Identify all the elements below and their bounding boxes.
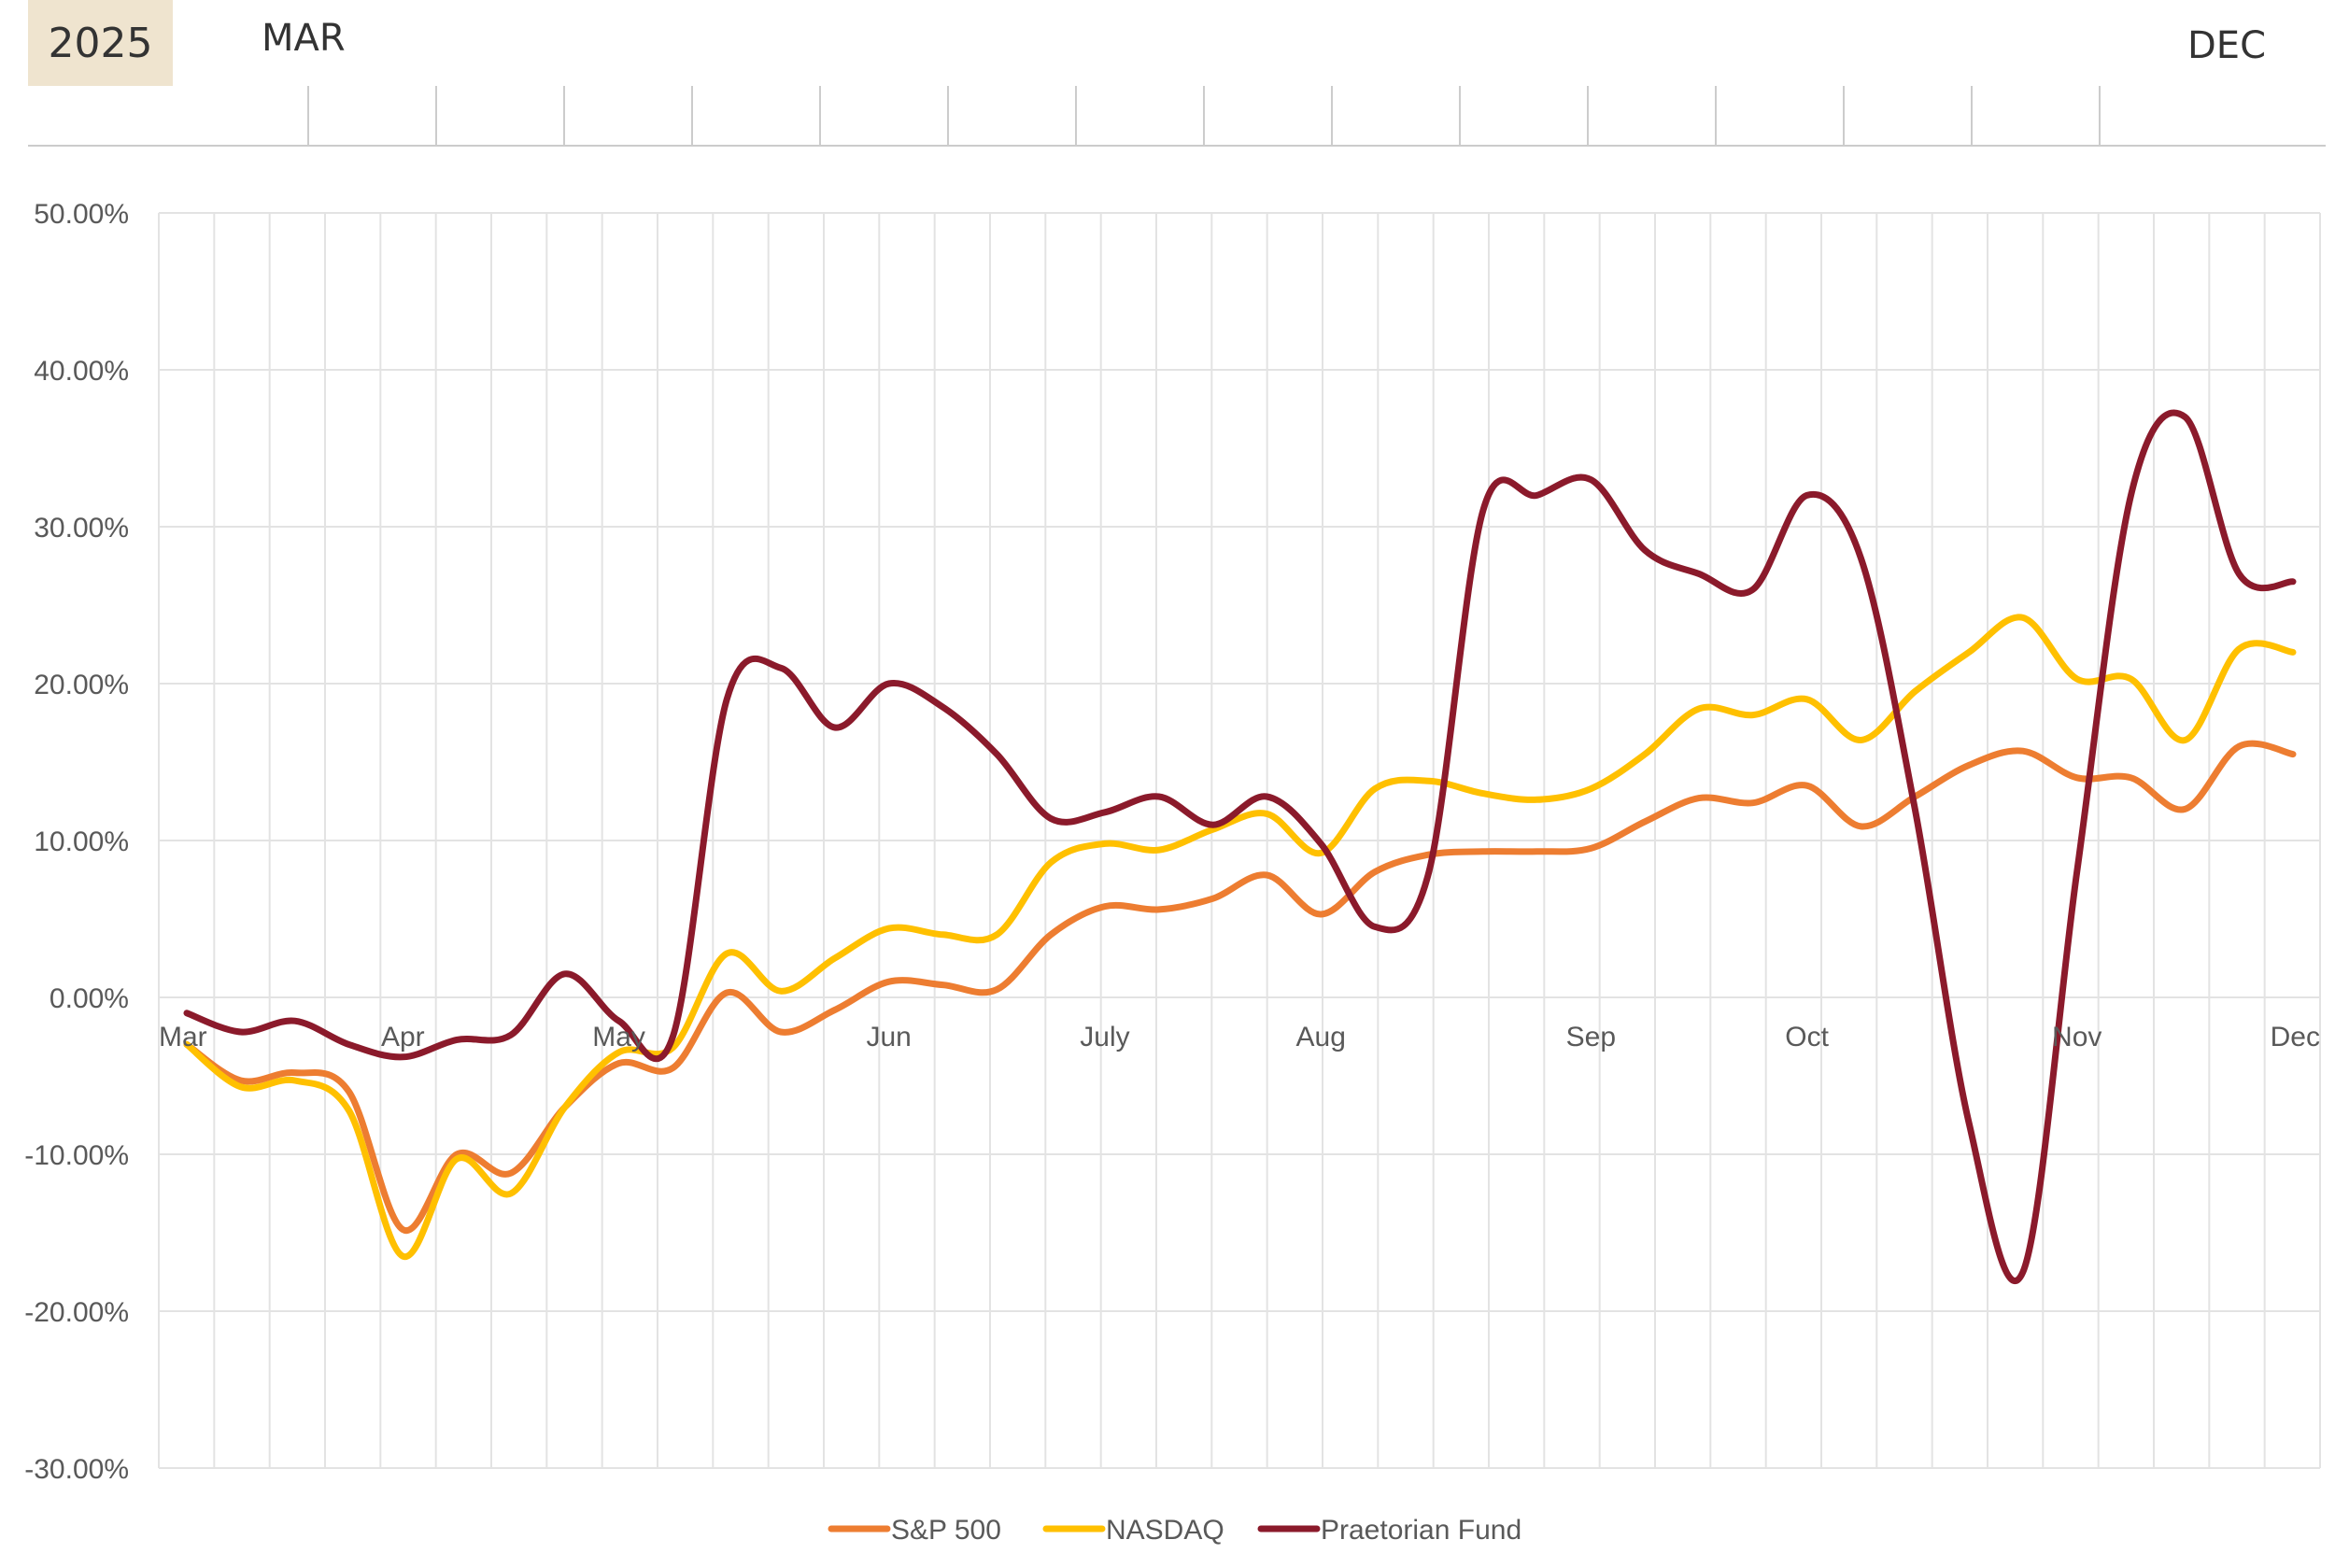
legend-label: Praetorian Fund bbox=[1321, 1515, 1521, 1546]
x-tick-label: May bbox=[592, 1022, 645, 1052]
range-end-label[interactable]: DEC bbox=[2187, 24, 2267, 67]
x-axis-labels: Mar Apr May Jun July Aug Sep Oct Nov Dec bbox=[159, 1022, 2320, 1052]
chart-legend: S&P 500 NASDAQ Praetorian Fund bbox=[828, 1515, 1521, 1546]
x-tick-label: Dec bbox=[2271, 1022, 2320, 1052]
y-tick-label: 40.00% bbox=[34, 356, 129, 387]
x-tick-label: July bbox=[1080, 1022, 1129, 1052]
x-tick-label: Apr bbox=[381, 1022, 425, 1052]
timeline-header: 2025 MAR DEC bbox=[0, 0, 2335, 149]
y-tick-label: 30.00% bbox=[34, 513, 129, 544]
x-tick-label: Sep bbox=[1566, 1022, 1616, 1052]
x-tick-label: Oct bbox=[1785, 1022, 1829, 1052]
legend-item-praetorian-fund[interactable]: Praetorian Fund bbox=[1257, 1515, 1521, 1546]
legend-item-nasdaq[interactable]: NASDAQ bbox=[1042, 1515, 1224, 1546]
legend-item-s-p-500[interactable]: S&P 500 bbox=[828, 1515, 1001, 1546]
y-tick-label: -10.00% bbox=[24, 1140, 129, 1171]
legend-label: NASDAQ bbox=[1106, 1515, 1224, 1546]
chart-grid bbox=[158, 212, 2321, 1469]
series-line-nasdaq bbox=[183, 614, 2297, 1260]
y-tick-label: 0.00% bbox=[50, 983, 129, 1014]
x-tick-label: Aug bbox=[1296, 1022, 1346, 1052]
year-badge[interactable]: 2025 bbox=[28, 0, 173, 86]
y-tick-label: -20.00% bbox=[24, 1297, 129, 1328]
range-start-label[interactable]: MAR bbox=[262, 17, 346, 60]
series-line-praetorian-fund bbox=[183, 409, 2297, 1284]
legend-label: S&P 500 bbox=[891, 1515, 1001, 1546]
x-tick-label: Nov bbox=[2052, 1022, 2102, 1052]
y-tick-label: 10.00% bbox=[34, 826, 129, 857]
series-line-s-p-500 bbox=[183, 740, 2297, 1235]
timeline-ticks bbox=[28, 86, 2326, 147]
y-tick-label: 50.00% bbox=[34, 199, 129, 230]
x-tick-label: Jun bbox=[866, 1022, 911, 1052]
chart-series bbox=[183, 409, 2297, 1284]
y-tick-label: 20.00% bbox=[34, 670, 129, 700]
x-tick-label: Mar bbox=[159, 1022, 207, 1052]
y-tick-label: -30.00% bbox=[24, 1454, 129, 1485]
chart-axes: 50.00% 40.00% 30.00% 20.00% 10.00% 0.00% -10.0… bbox=[24, 199, 129, 1485]
